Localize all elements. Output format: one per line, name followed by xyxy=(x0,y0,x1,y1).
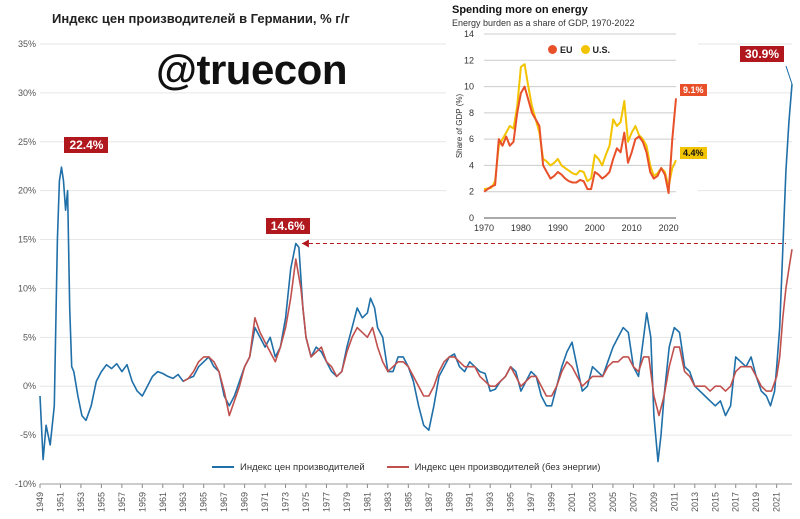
y-tick-label: 25% xyxy=(18,137,36,147)
inset-x-tick-label: 1990 xyxy=(548,223,568,233)
x-tick-label: 2019 xyxy=(751,492,761,512)
inset-series-line-eu xyxy=(483,85,677,194)
x-tick-label: 2021 xyxy=(772,492,782,512)
x-tick-label: 2007 xyxy=(628,492,638,512)
chart-title: Индекс цен производителей в Германии, % … xyxy=(52,11,350,26)
x-tick-label: 2009 xyxy=(649,492,659,512)
series-line-ppi xyxy=(39,84,793,463)
inset-x-tick-label: 2010 xyxy=(622,223,642,233)
y-tick-label: 0% xyxy=(23,381,36,391)
inset-y-tick-label: 10 xyxy=(464,82,474,92)
inset-y-tick-label: 2 xyxy=(469,187,474,197)
x-tick-label: 1985 xyxy=(403,492,413,512)
x-tick-label: 1979 xyxy=(342,492,352,512)
x-tick-label: 1965 xyxy=(199,492,209,512)
legend-label-core: Индекс цен производителей (без энергии) xyxy=(414,462,601,473)
inset-x-tick-label: 1970 xyxy=(474,223,494,233)
y-tick-label: -10% xyxy=(15,479,36,489)
inset-tag-eu: 9.1% xyxy=(680,84,707,97)
inset-legend-item-us: U.S. xyxy=(580,45,611,55)
x-tick-label: 1957 xyxy=(117,492,127,512)
inset-y-tick-label: 14 xyxy=(464,29,474,39)
inset-x-tick-label: 2000 xyxy=(585,223,605,233)
inset-legend: EU U.S. xyxy=(548,45,610,55)
inset-tag-us: 4.4% xyxy=(680,147,707,160)
legend-swatch-core xyxy=(386,466,409,469)
x-tick-label: 1981 xyxy=(362,492,372,512)
y-tick-label: 20% xyxy=(18,186,36,196)
x-tick-label: 1975 xyxy=(301,492,311,512)
x-tick-label: 2011 xyxy=(669,492,679,511)
x-tick-label: 1983 xyxy=(383,492,393,512)
x-tick-label: 2015 xyxy=(710,492,720,512)
x-tick-label: 1949 xyxy=(35,492,45,512)
inset-legend-label-eu: EU xyxy=(560,45,573,55)
legend-swatch-ppi xyxy=(212,466,234,469)
x-tick-label: 2001 xyxy=(567,492,577,512)
y-tick-label: 15% xyxy=(18,235,36,245)
callout-peak-1974: 14.6% xyxy=(265,218,310,235)
x-tick-label: 1977 xyxy=(321,492,331,512)
series-line-core xyxy=(182,249,793,417)
x-tick-label: 1961 xyxy=(158,492,168,512)
inset-subtitle: Energy burden as a share of GDP, 1970-20… xyxy=(452,18,635,28)
inset-panel xyxy=(446,2,698,234)
x-tick-label: 2017 xyxy=(731,492,741,512)
x-tick-label: 1995 xyxy=(506,492,516,512)
x-tick-label: 1969 xyxy=(240,492,250,512)
x-tick-label: 1959 xyxy=(137,492,147,512)
inset-y-tick-label: 4 xyxy=(469,160,474,170)
x-tick-label: 2005 xyxy=(608,492,618,512)
x-tick-label: 1953 xyxy=(76,492,86,512)
x-tick-label: 1997 xyxy=(526,492,536,512)
x-tick-label: 1993 xyxy=(485,492,495,512)
x-tick-label: 1991 xyxy=(465,492,475,512)
x-tick-label: 1973 xyxy=(281,492,291,512)
y-tick-label: 35% xyxy=(18,39,36,49)
x-tick-label: 1999 xyxy=(547,492,557,512)
inset-y-tick-label: 6 xyxy=(469,134,474,144)
x-tick-label: 1967 xyxy=(219,492,229,512)
inset-legend-dot-us xyxy=(580,45,590,54)
inset-title: Spending more on energy xyxy=(452,4,588,16)
inset-y-tick-label: 12 xyxy=(464,55,474,65)
x-tick-label: 1987 xyxy=(424,492,434,512)
inset-series-line-us xyxy=(483,63,677,191)
x-tick-label: 1955 xyxy=(96,492,106,512)
legend-item-core: Индекс цен производителей (без энергии) xyxy=(386,462,601,473)
callout-peak-1951: 22.4% xyxy=(64,137,109,154)
callout-peak-2022: 30.9% xyxy=(740,46,785,63)
inset-y-tick-label: 0 xyxy=(469,213,474,223)
legend-label-ppi: Индекс цен производителей xyxy=(240,462,365,473)
x-tick-label: 1963 xyxy=(178,492,188,512)
x-tick-label: 1971 xyxy=(260,492,270,512)
y-tick-label: 30% xyxy=(18,88,36,98)
inset-x-tick-label: 2020 xyxy=(659,223,679,233)
x-tick-label: 2013 xyxy=(690,492,700,512)
y-tick-label: 10% xyxy=(18,283,36,293)
inset-y-tick-label: 8 xyxy=(469,108,474,118)
watermark-handle: @truecon xyxy=(156,46,347,93)
x-tick-label: 1989 xyxy=(444,492,454,512)
legend: Индекс цен производителей Индекс цен про… xyxy=(212,462,600,473)
inset-legend-dot-eu xyxy=(548,45,557,54)
arrow-head xyxy=(301,239,309,248)
inset-x-tick-label: 1980 xyxy=(511,223,531,233)
inset-y-axis-label: Share of GDP (%) xyxy=(455,94,464,159)
x-tick-label: 2003 xyxy=(587,492,597,512)
y-tick-label: -5% xyxy=(20,430,36,440)
y-tick-label: 5% xyxy=(23,332,36,342)
callout-connector xyxy=(785,65,793,85)
legend-item-ppi: Индекс цен производителей xyxy=(212,462,365,473)
inset-legend-item-eu: EU xyxy=(548,45,573,55)
x-tick-label: 1951 xyxy=(55,492,65,512)
inset-legend-label-us: U.S. xyxy=(592,45,611,55)
